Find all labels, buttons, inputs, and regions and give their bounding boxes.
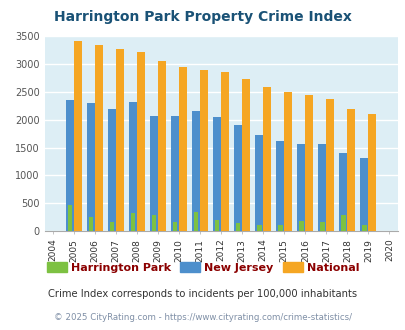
Legend: Harrington Park, New Jersey, National: Harrington Park, New Jersey, National xyxy=(42,258,363,278)
Bar xyxy=(318,145,326,231)
Bar xyxy=(89,217,93,231)
Text: © 2025 CityRating.com - https://www.cityrating.com/crime-statistics/: © 2025 CityRating.com - https://www.city… xyxy=(54,313,351,322)
Text: Crime Index corresponds to incidents per 100,000 inhabitants: Crime Index corresponds to incidents per… xyxy=(48,289,357,299)
Bar xyxy=(340,215,345,231)
Bar xyxy=(137,52,145,231)
Bar xyxy=(194,212,198,231)
Bar xyxy=(284,92,292,231)
Bar xyxy=(298,221,303,231)
Bar xyxy=(131,213,135,231)
Bar xyxy=(255,135,263,231)
Bar xyxy=(234,125,242,231)
Bar xyxy=(150,116,158,231)
Bar xyxy=(326,99,334,231)
Bar xyxy=(213,117,221,231)
Bar xyxy=(87,103,95,231)
Text: Harrington Park Property Crime Index: Harrington Park Property Crime Index xyxy=(54,10,351,24)
Bar xyxy=(200,70,208,231)
Bar xyxy=(263,87,271,231)
Bar xyxy=(171,116,179,231)
Bar xyxy=(116,49,124,231)
Bar xyxy=(108,109,116,231)
Bar xyxy=(66,100,74,231)
Bar xyxy=(68,205,72,231)
Bar xyxy=(339,153,347,231)
Bar xyxy=(192,111,200,231)
Bar xyxy=(256,225,261,231)
Bar xyxy=(276,141,283,231)
Bar xyxy=(296,145,305,231)
Bar xyxy=(277,225,282,231)
Bar xyxy=(347,109,354,231)
Bar xyxy=(95,46,103,231)
Bar xyxy=(151,215,156,231)
Bar xyxy=(242,79,249,231)
Bar xyxy=(110,222,114,231)
Bar xyxy=(74,41,82,231)
Bar xyxy=(221,73,229,231)
Bar xyxy=(179,67,187,231)
Bar xyxy=(368,114,375,231)
Bar xyxy=(361,225,366,231)
Bar xyxy=(305,95,313,231)
Bar xyxy=(215,220,219,231)
Bar xyxy=(320,222,324,231)
Bar xyxy=(360,158,368,231)
Bar xyxy=(173,222,177,231)
Bar xyxy=(236,223,240,231)
Bar xyxy=(158,61,166,231)
Bar xyxy=(129,103,137,231)
